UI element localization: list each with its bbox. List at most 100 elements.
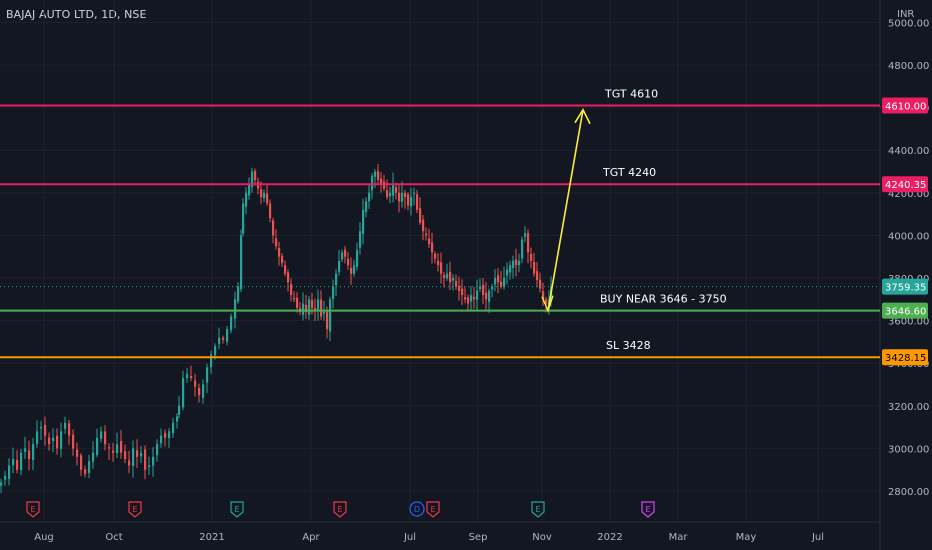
event-marker[interactable]: D: [409, 501, 425, 517]
candle: [172, 422, 175, 434]
candle: [242, 203, 245, 234]
candle: [431, 242, 434, 253]
candle: [218, 337, 221, 344]
candle: [198, 387, 201, 396]
candle: [108, 447, 111, 449]
candle: [308, 299, 311, 315]
candle: [52, 437, 55, 441]
candle: [458, 286, 461, 291]
candle: [371, 175, 374, 191]
currency-label[interactable]: INR: [897, 9, 915, 20]
y-tick-label: 3000.00: [888, 444, 929, 455]
x-tick-label: Apr: [302, 532, 320, 543]
candle: [443, 275, 446, 278]
candle: [116, 444, 119, 454]
y-tick-label: 4800.00: [888, 61, 929, 72]
earnings-shield: [333, 501, 347, 518]
candle: [542, 291, 545, 300]
candles: [0, 164, 553, 494]
y-axis[interactable]: 2800.003000.003200.003400.003600.003800.…: [882, 18, 929, 498]
candle: [156, 444, 159, 456]
candle: [488, 290, 491, 302]
candle: [326, 310, 329, 330]
candle: [16, 459, 19, 470]
price-tag-label: 3646.60: [885, 307, 926, 318]
candle: [344, 249, 347, 257]
candle: [410, 197, 413, 207]
y-tick-label: 4000.00: [888, 231, 929, 242]
level-label: TGT 4610: [604, 87, 658, 100]
candle: [266, 193, 269, 204]
event-marker[interactable]: E: [531, 501, 545, 518]
event-glyph: E: [337, 505, 342, 514]
candle: [48, 437, 51, 445]
event-marker[interactable]: E: [426, 501, 440, 518]
candle: [392, 184, 395, 196]
event-marker[interactable]: E: [333, 501, 347, 518]
candle: [96, 437, 99, 455]
candle: [341, 252, 344, 260]
candle: [60, 431, 63, 449]
candle: [386, 190, 389, 198]
x-tick-label: Nov: [532, 532, 552, 543]
candle: [20, 452, 23, 470]
candle: [160, 435, 163, 444]
candle: [329, 299, 332, 332]
event-marker[interactable]: E: [641, 501, 655, 518]
price-tag-label: 4610.00: [885, 101, 926, 112]
candle: [422, 219, 425, 232]
candle: [36, 431, 39, 444]
candle: [416, 194, 419, 210]
candle: [206, 367, 209, 383]
candle: [263, 192, 266, 199]
arrow-head: [574, 108, 591, 125]
candle: [296, 297, 299, 308]
candle: [509, 265, 512, 273]
candle: [32, 444, 35, 461]
candle: [182, 378, 185, 408]
chart-title: BAJAJ AUTO LTD, 1D, NSE: [6, 8, 147, 21]
candle: [152, 456, 155, 466]
candle: [84, 469, 87, 474]
event-glyph: E: [30, 505, 35, 514]
y-tick-label: 3600.00: [888, 317, 929, 328]
x-tick-label: Mar: [669, 532, 689, 543]
candle: [230, 316, 233, 331]
candle: [240, 235, 243, 290]
candle: [500, 281, 503, 287]
y-tick-label: 3200.00: [888, 402, 929, 413]
price-tag-label: 3428.15: [885, 353, 926, 364]
y-tick-label: 5000.00: [888, 18, 929, 29]
candle: [485, 292, 488, 300]
x-axis[interactable]: Aug Oct 2021 Apr Jul Sep Nov 2022 Mar May Jul: [34, 532, 824, 543]
candle: [497, 275, 500, 283]
level-label: TGT 4240: [602, 166, 656, 179]
event-marker[interactable]: E: [230, 501, 244, 518]
event-marker[interactable]: E: [26, 501, 40, 518]
y-tick-label: 2800.00: [888, 487, 929, 498]
candle: [164, 432, 167, 438]
candle: [491, 286, 494, 290]
candle: [449, 271, 452, 283]
x-tick-label: 2022: [597, 532, 622, 543]
x-tick-label: Jul: [403, 532, 416, 543]
event-glyph: E: [535, 505, 540, 514]
candle: [395, 187, 398, 193]
dividend-circle: [409, 501, 425, 517]
x-tick-label: May: [736, 532, 757, 543]
event-marker[interactable]: E: [128, 501, 142, 518]
candle: [461, 288, 464, 296]
price-tag: [882, 176, 928, 193]
candle: [362, 209, 365, 234]
candle: [237, 286, 240, 302]
candle: [287, 272, 290, 283]
candle: [120, 441, 123, 453]
candle: [425, 233, 428, 236]
candle: [467, 297, 470, 304]
candle: [92, 452, 95, 462]
candle: [320, 299, 323, 317]
earnings-shield: [230, 501, 244, 518]
event-glyph: E: [645, 505, 650, 514]
candle: [275, 238, 278, 247]
